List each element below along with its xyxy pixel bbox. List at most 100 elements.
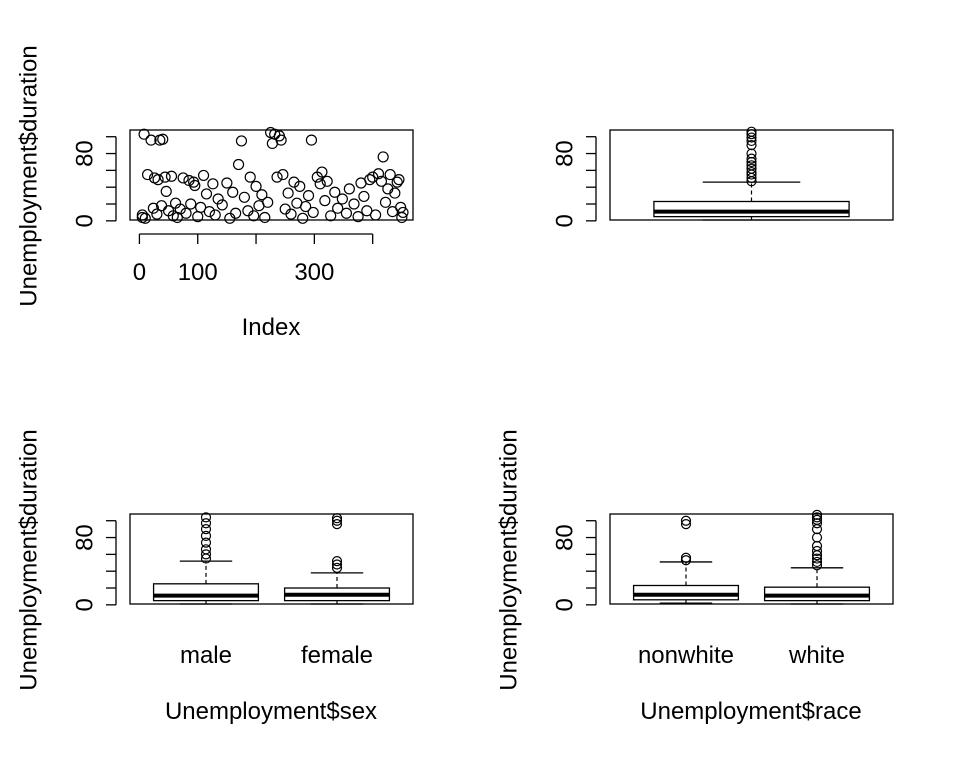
outlier-point [331,556,343,567]
outlier-point [746,163,757,174]
y-tick-label: 0 [71,598,98,611]
data-point [189,179,201,192]
outlier-point [200,530,212,541]
data-point [340,207,353,219]
data-point [379,196,392,208]
data-point [212,193,224,205]
data-point [396,211,408,224]
y-tick-label: 80 [551,140,578,167]
data-point [203,205,215,218]
y-tick-label: 0 [71,214,98,227]
box-body [653,200,850,218]
data-point [157,133,169,145]
outlier-point [680,515,692,526]
data-point [180,207,192,219]
outlier-point [680,552,692,563]
y-tick-label: 80 [71,140,98,167]
data-point [305,134,318,146]
data-point [332,202,344,214]
data-point [152,174,164,186]
data-point [288,176,300,188]
outlier-point [811,532,823,543]
data-point [230,207,242,219]
y-tick-label: 80 [551,524,578,551]
data-point [358,190,370,203]
data-point [297,212,309,224]
data-point [136,209,148,221]
outlier-point [811,560,823,571]
x-tick-label: 300 [294,259,334,286]
outlier-point [746,132,757,143]
outlier-point [746,140,757,151]
outlier-point [811,545,823,557]
outlier-point [200,537,212,548]
data-point [235,135,248,147]
data-point [200,188,213,200]
outlier-point [331,559,343,570]
data-point [325,210,337,222]
data-point [177,172,189,184]
outlier-point [746,129,757,140]
outlier-point [200,512,212,523]
data-point [397,206,409,219]
data-point [195,201,207,213]
data-point [364,174,376,186]
data-point [145,134,157,146]
data-point [302,190,315,202]
data-point [393,174,405,186]
data-point [300,200,312,213]
panel-boxplot-duration: 0 80 [551,126,894,228]
data-point [147,202,160,214]
data-point [319,195,331,207]
data-point [250,180,262,192]
panel-boxplot-race: 0 80 Unemployment$duration nonwhite white Une… [495,429,894,725]
data-point [269,128,281,140]
data-point [389,187,401,199]
data-point [275,134,287,146]
data-point [377,151,389,163]
data-point [151,208,163,220]
outlier-point [680,518,692,530]
outlier-point [811,512,823,523]
data-point [259,211,271,224]
data-point [314,178,326,190]
outlier-point [811,553,823,564]
data-point [282,187,294,199]
x-tick-label: nonwhite [638,642,734,669]
x-axis-label: Index [242,314,301,341]
data-point [227,186,239,198]
data-point [307,206,319,219]
data-point [256,189,268,201]
outlier-point [200,518,212,529]
data-point [384,168,396,181]
data-point [316,166,328,178]
x-tick-label: 0 [133,259,146,286]
panel-boxplot-sex: 0 80 Unemployment$duration male female Unempl… [15,429,414,725]
data-point [141,168,154,181]
data-point [221,177,233,189]
data-point [248,210,260,222]
y-tick-label: 80 [71,524,98,551]
data-point [367,171,379,183]
data-point [138,128,150,140]
data-point [197,169,210,182]
y-axis-label: Unemployment$duration [15,429,42,690]
outlier-point [811,509,823,520]
plot-frame [129,513,414,605]
data-point [391,176,403,188]
y-axis-label: Unemployment$duration [15,45,42,306]
outlier-point [746,153,757,164]
outlier-point [200,544,212,555]
data-point [209,209,221,221]
data-point [343,183,355,195]
x-tick-label: female [301,642,373,669]
data-point [160,185,172,198]
y-tick-label: 0 [551,598,578,611]
data-point [174,203,186,215]
x-axis-label: Unemployment$race [640,698,861,725]
box-body [632,584,740,601]
y-axis-label: Unemployment$duration [495,429,522,690]
outlier-point [811,556,823,568]
data-point [336,193,348,205]
